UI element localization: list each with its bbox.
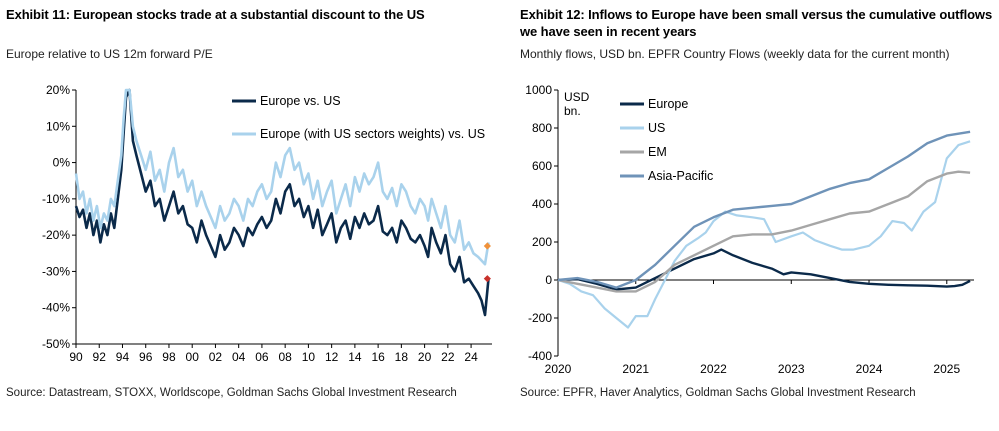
legend-label: Asia-Pacific xyxy=(648,169,713,183)
x-tick-label: 16 xyxy=(371,350,385,364)
y-tick-label: -200 xyxy=(528,311,552,325)
x-tick-label: 2024 xyxy=(856,362,883,376)
unit-label: USD bn. xyxy=(564,90,590,118)
x-tick-label: 00 xyxy=(186,350,200,364)
legend-label: US xyxy=(648,121,665,135)
x-tick-label: 90 xyxy=(69,350,83,364)
x-tick-label: 2021 xyxy=(622,362,649,376)
exhibit-12-source: Source: EPFR, Haver Analytics, Goldman S… xyxy=(520,387,916,399)
y-tick-label: 800 xyxy=(532,121,552,135)
x-tick-label: 94 xyxy=(116,350,130,364)
x-tick-label: 24 xyxy=(464,350,478,364)
series-line-asia-pacific xyxy=(557,130,971,289)
exhibit-11-chart: 20% 10% 0% -10% -20% -30% -40% -50%90 92 94 96 98 00… xyxy=(42,83,492,364)
x-tick-label: 18 xyxy=(395,350,409,364)
y-tick-label: 20% xyxy=(46,83,70,97)
x-tick-label: 96 xyxy=(139,350,153,364)
y-tick-label: 200 xyxy=(532,235,552,249)
legend-label: Europe (with US sectors weights) vs. US xyxy=(260,127,485,141)
legend-label: Europe xyxy=(648,97,688,111)
x-tick-label: 20 xyxy=(418,350,432,364)
latest-value-marker-2 xyxy=(483,275,491,283)
x-tick-label: 12 xyxy=(325,350,339,364)
y-tick-label: -30% xyxy=(42,264,70,278)
x-tick-label: 14 xyxy=(348,350,362,364)
y-tick-label: -50% xyxy=(42,337,70,351)
series-line-europe-vs-us xyxy=(74,88,490,317)
y-tick-label: -400 xyxy=(528,349,552,363)
y-tick-label: 0% xyxy=(53,156,71,170)
y-tick-label: -20% xyxy=(42,228,70,242)
exhibit-11-subtitle: Europe relative to US 12m forward P/E xyxy=(6,47,213,61)
latest-value-marker-1 xyxy=(483,242,491,250)
y-tick-label: -10% xyxy=(42,192,70,206)
x-tick-label: 98 xyxy=(162,350,176,364)
exhibit-12-subtitle: Monthly flows, USD bn. EPFR Country Flow… xyxy=(520,47,950,61)
x-tick-label: 06 xyxy=(255,350,269,364)
x-tick-label: 08 xyxy=(278,350,292,364)
series-line-us xyxy=(557,140,971,329)
exhibit-11-source: Source: Datastream, STOXX, Worldscope, G… xyxy=(6,387,457,399)
x-tick-label: 02 xyxy=(209,350,223,364)
exhibit-12-panel: Exhibit 12: Inflows to Europe have been … xyxy=(510,0,999,431)
x-tick-label: 2020 xyxy=(545,362,572,376)
y-tick-label: -40% xyxy=(42,301,70,315)
legend-label: EM xyxy=(648,145,667,159)
series-line-em xyxy=(557,170,971,293)
series-line-europe xyxy=(557,248,971,291)
x-tick-label: 2023 xyxy=(778,362,805,376)
legend-label: Europe vs. US xyxy=(260,94,341,108)
x-tick-label: 22 xyxy=(441,350,455,364)
y-tick-label: 1000 xyxy=(525,83,552,97)
x-tick-label: 2025 xyxy=(933,362,960,376)
x-tick-label: 92 xyxy=(93,350,107,364)
exhibit-11-panel: Exhibit 11: European stocks trade at a s… xyxy=(6,7,492,399)
y-tick-label: 10% xyxy=(46,119,70,133)
y-tick-label: 0 xyxy=(545,273,552,287)
y-tick-label: 400 xyxy=(532,197,552,211)
y-tick-label: 600 xyxy=(532,159,552,173)
exhibit-11-title: Exhibit 11: European stocks trade at a s… xyxy=(6,7,425,22)
x-tick-label: 10 xyxy=(302,350,316,364)
exhibit-12-title: Exhibit 12: Inflows to Europe have been … xyxy=(520,7,993,39)
x-tick-label: 04 xyxy=(232,350,246,364)
series-line-europe-with-us-sectors-weights-vs-us xyxy=(74,88,490,266)
x-tick-label: 2022 xyxy=(700,362,727,376)
